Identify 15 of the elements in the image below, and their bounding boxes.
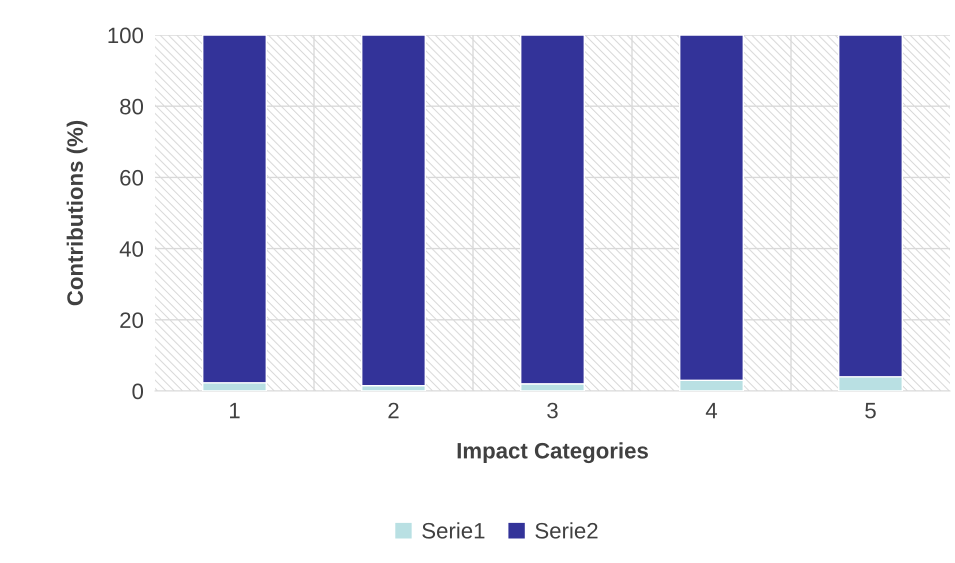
y-tick-label: 60: [120, 170, 144, 186]
x-tick-label: 2: [388, 402, 399, 418]
x-tick-label: 1: [230, 402, 240, 418]
legend-label: Serie1: [422, 522, 484, 539]
y-tick-label: 80: [120, 98, 144, 114]
x-tick-label: 3: [547, 402, 558, 418]
y-tick-label: 0: [132, 384, 144, 400]
y-tick-label: 40: [120, 241, 144, 257]
legend-label: Serie2: [535, 522, 598, 539]
y-axis-title: Contributions (%): [66, 120, 88, 306]
x-tick-label: 5: [865, 402, 876, 418]
x-tick-label: 4: [706, 402, 718, 418]
x-axis-title: Impact Categories: [458, 442, 648, 464]
y-tick-label: 100: [108, 28, 144, 44]
y-tick-label: 20: [120, 312, 144, 328]
